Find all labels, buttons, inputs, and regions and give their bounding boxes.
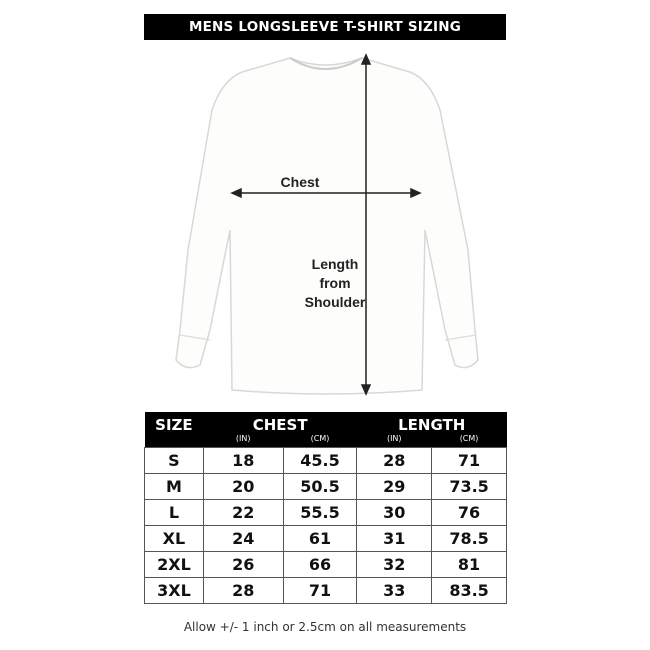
measurement-cell: 81 xyxy=(431,551,507,578)
size-cell: 3XL xyxy=(144,577,204,604)
shirt-illustration xyxy=(175,57,479,395)
unit-header: (CM) xyxy=(431,434,507,448)
measurement-cell: 61 xyxy=(282,525,358,552)
size-cell: L xyxy=(144,499,204,526)
measurement-cell: 20 xyxy=(202,473,284,500)
measurement-cell: 31 xyxy=(356,525,433,552)
measurement-cell: 83.5 xyxy=(431,577,507,604)
measurement-cell: 28 xyxy=(202,577,284,604)
measurement-cell: 73.5 xyxy=(431,473,507,500)
chart-title: MENS LONGSLEEVE T-SHIRT SIZING xyxy=(144,14,506,40)
size-cell: S xyxy=(144,447,204,474)
measurement-cell: 45.5 xyxy=(282,447,358,474)
measurement-cell: 26 xyxy=(202,551,284,578)
length-header: LENGTH xyxy=(356,412,507,434)
measurement-cell: 22 xyxy=(202,499,284,526)
measurement-cell: 24 xyxy=(202,525,284,552)
chest-arrow xyxy=(230,187,422,199)
unit-header: (IN) xyxy=(203,434,284,448)
unit-header: (IN) xyxy=(356,434,432,448)
length-label-line: Length xyxy=(311,256,359,272)
length-label-line: from xyxy=(319,275,351,291)
measurement-cell: 55.5 xyxy=(282,499,358,526)
measurement-cell: 30 xyxy=(356,499,433,526)
unit-header: (CM) xyxy=(283,434,357,448)
blank-header xyxy=(144,434,204,448)
shirt-diagram xyxy=(175,53,479,396)
size-header: SIZE xyxy=(144,412,204,434)
measurement-cell: 66 xyxy=(282,551,358,578)
chest-header: CHEST xyxy=(203,412,357,434)
size-cell: M xyxy=(144,473,204,500)
table-row: XL 24 61 31 78.5 xyxy=(144,525,507,552)
chest-label: Chest xyxy=(280,174,320,190)
measurement-cell: 78.5 xyxy=(431,525,507,552)
size-cell: XL xyxy=(144,525,204,552)
table-row: L 22 55.5 30 76 xyxy=(144,499,507,526)
cuffs xyxy=(179,334,477,341)
length-label-line: Shoulder xyxy=(304,294,366,310)
table-row: S 18 45.5 28 71 xyxy=(144,447,507,474)
measurement-cell: 18 xyxy=(202,447,284,474)
measurement-cell: 50.5 xyxy=(282,473,358,500)
size-cell: 2XL xyxy=(144,551,204,578)
table-row: 3XL 28 71 33 83.5 xyxy=(144,577,507,604)
collar xyxy=(289,57,363,70)
length-label: Length from Shoulder xyxy=(295,255,375,312)
length-arrow xyxy=(360,53,372,396)
measurement-cell: 71 xyxy=(431,447,507,474)
measurement-cell: 32 xyxy=(356,551,433,578)
measurement-cell: 28 xyxy=(356,447,433,474)
measurement-cell: 76 xyxy=(431,499,507,526)
measurement-cell: 29 xyxy=(356,473,433,500)
measurement-cell: 71 xyxy=(282,577,358,604)
measurement-note: Allow +/- 1 inch or 2.5cm on all measure… xyxy=(183,620,467,634)
measurement-cell: 33 xyxy=(356,577,433,604)
table-row: 2XL 26 66 32 81 xyxy=(144,551,507,578)
table-row: M 20 50.5 29 73.5 xyxy=(144,473,507,500)
